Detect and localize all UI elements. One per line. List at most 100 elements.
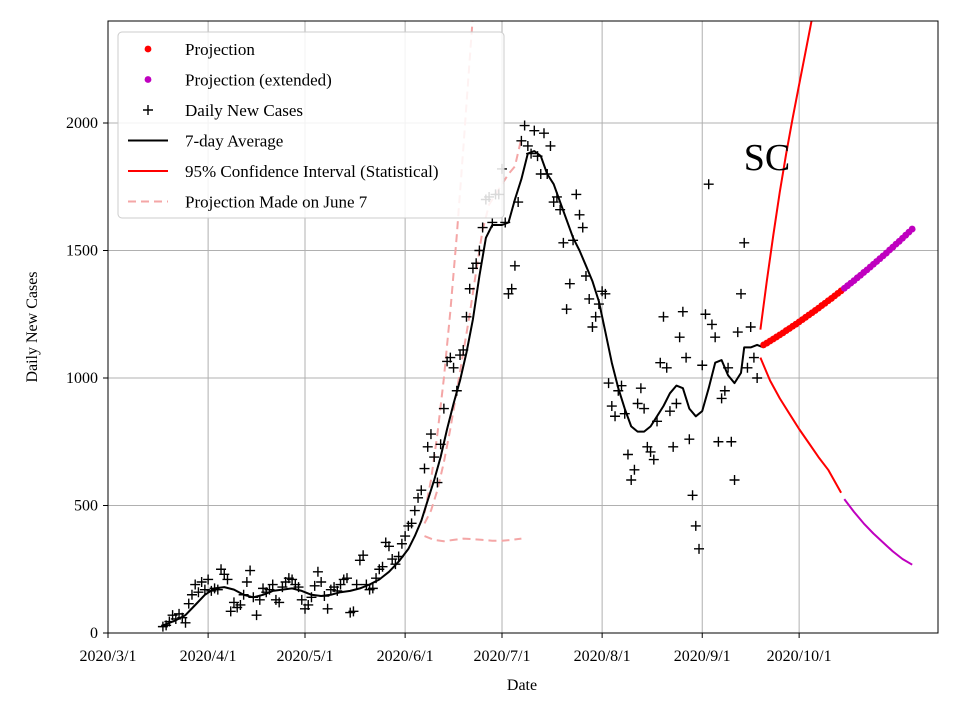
daily-case-point — [332, 585, 343, 596]
legend-label: Projection — [185, 40, 255, 59]
daily-case-point — [752, 373, 763, 383]
daily-case-point — [671, 398, 682, 409]
daily-case-point — [245, 565, 256, 576]
legend-box — [117, 31, 505, 219]
daily-case-point — [241, 577, 252, 587]
daily-case-point — [706, 319, 717, 330]
daily-case-point — [664, 406, 675, 417]
daily-case-point — [296, 594, 307, 605]
x-tick-label: 2020/4/1 — [180, 648, 237, 665]
y-tick-label: 2000 — [66, 115, 98, 132]
legend-label: 7-day Average — [185, 132, 283, 151]
daily-case-point — [219, 569, 230, 580]
daily-case-point — [703, 179, 714, 190]
daily-case-point — [274, 597, 285, 608]
june7-projection-line — [423, 138, 523, 524]
daily-case-point — [445, 352, 456, 363]
daily-case-point — [564, 278, 575, 289]
confidence-interval-line — [759, 357, 842, 494]
daily-case-point — [745, 322, 756, 332]
daily-case-point — [687, 490, 698, 501]
legend-label: Projection (extended) — [185, 71, 332, 90]
daily-case-point — [316, 577, 327, 587]
daily-case-point — [713, 436, 724, 447]
daily-case-point — [590, 311, 601, 322]
daily-case-point — [655, 357, 666, 368]
daily-case-point — [681, 352, 692, 363]
daily-case-point — [694, 543, 705, 554]
daily-case-point — [719, 385, 730, 396]
plot-frame — [107, 20, 939, 634]
daily-case-point — [674, 332, 685, 343]
y-tick-label: 0 — [90, 625, 98, 642]
daily-case-point — [396, 538, 407, 549]
daily-case-point — [228, 597, 239, 608]
daily-case-point — [438, 403, 449, 414]
daily-case-point — [383, 541, 394, 552]
x-tick-label: 2020/3/1 — [80, 648, 137, 665]
y-tick-label: 500 — [74, 498, 98, 515]
daily-case-point — [477, 222, 488, 233]
june7-projection-line — [424, 535, 522, 543]
x-tick-label: 2020/7/1 — [474, 648, 531, 665]
average-line — [162, 150, 764, 627]
projection-extended-point — [908, 225, 916, 233]
x-tick-label: 2020/5/1 — [277, 648, 334, 665]
daily-case-point — [190, 579, 201, 590]
daily-case-point — [700, 309, 711, 320]
daily-case-point — [742, 362, 753, 373]
daily-case-point — [416, 485, 427, 496]
daily-case-point — [548, 197, 559, 208]
projection-extended-series — [840, 225, 916, 292]
legend-item: Projection (extended) — [144, 71, 332, 90]
daily-case-point — [196, 577, 207, 587]
daily-case-point — [406, 518, 417, 529]
daily-case-point — [409, 505, 420, 516]
daily-case-point — [522, 140, 533, 151]
daily-case-point — [726, 436, 737, 447]
daily-case-point — [222, 574, 233, 585]
daily-case-point — [387, 554, 398, 565]
daily-case-point — [267, 579, 278, 590]
daily-case-point — [335, 579, 346, 590]
legend-item: 7-day Average — [128, 132, 283, 151]
daily-case-point — [571, 189, 582, 200]
daily-case-point — [748, 352, 759, 363]
daily-case-point — [606, 401, 617, 412]
daily-cases-series — [157, 120, 763, 632]
legend-label: Projection Made on June 7 — [185, 193, 368, 212]
daily-case-point — [506, 283, 517, 294]
legend-dot-icon — [144, 76, 152, 83]
daily-case-point — [471, 258, 482, 269]
legend-label: 95% Confidence Interval (Statistical) — [185, 162, 439, 181]
legend-plus-icon — [143, 105, 153, 115]
daily-case-point — [225, 606, 236, 617]
daily-case-point — [629, 464, 640, 475]
daily-case-point — [429, 452, 440, 463]
daily-case-point — [626, 475, 637, 485]
daily-case-point — [622, 449, 633, 460]
daily-case-point — [732, 327, 743, 338]
daily-case-point — [661, 362, 672, 373]
daily-case-point — [203, 574, 214, 585]
daily-case-point — [348, 606, 359, 617]
daily-case-point — [464, 283, 475, 294]
daily-case-point — [697, 360, 708, 371]
daily-case-point — [216, 564, 227, 575]
daily-case-point — [600, 288, 611, 299]
daily-case-point — [635, 383, 646, 394]
daily-case-point — [519, 120, 530, 131]
y-axis-label: Daily New Cases — [24, 271, 41, 382]
daily-case-point — [577, 222, 588, 233]
daily-case-point — [425, 429, 436, 440]
daily-case-point — [729, 475, 740, 485]
daily-case-point — [516, 135, 527, 146]
x-tick-label: 2020/6/1 — [377, 648, 434, 665]
daily-case-point — [587, 322, 598, 332]
daily-case-point — [199, 584, 210, 595]
daily-case-point — [603, 378, 614, 389]
x-axis-label: Date — [507, 677, 537, 694]
daily-case-point — [690, 520, 701, 531]
daily-case-point — [610, 411, 621, 422]
